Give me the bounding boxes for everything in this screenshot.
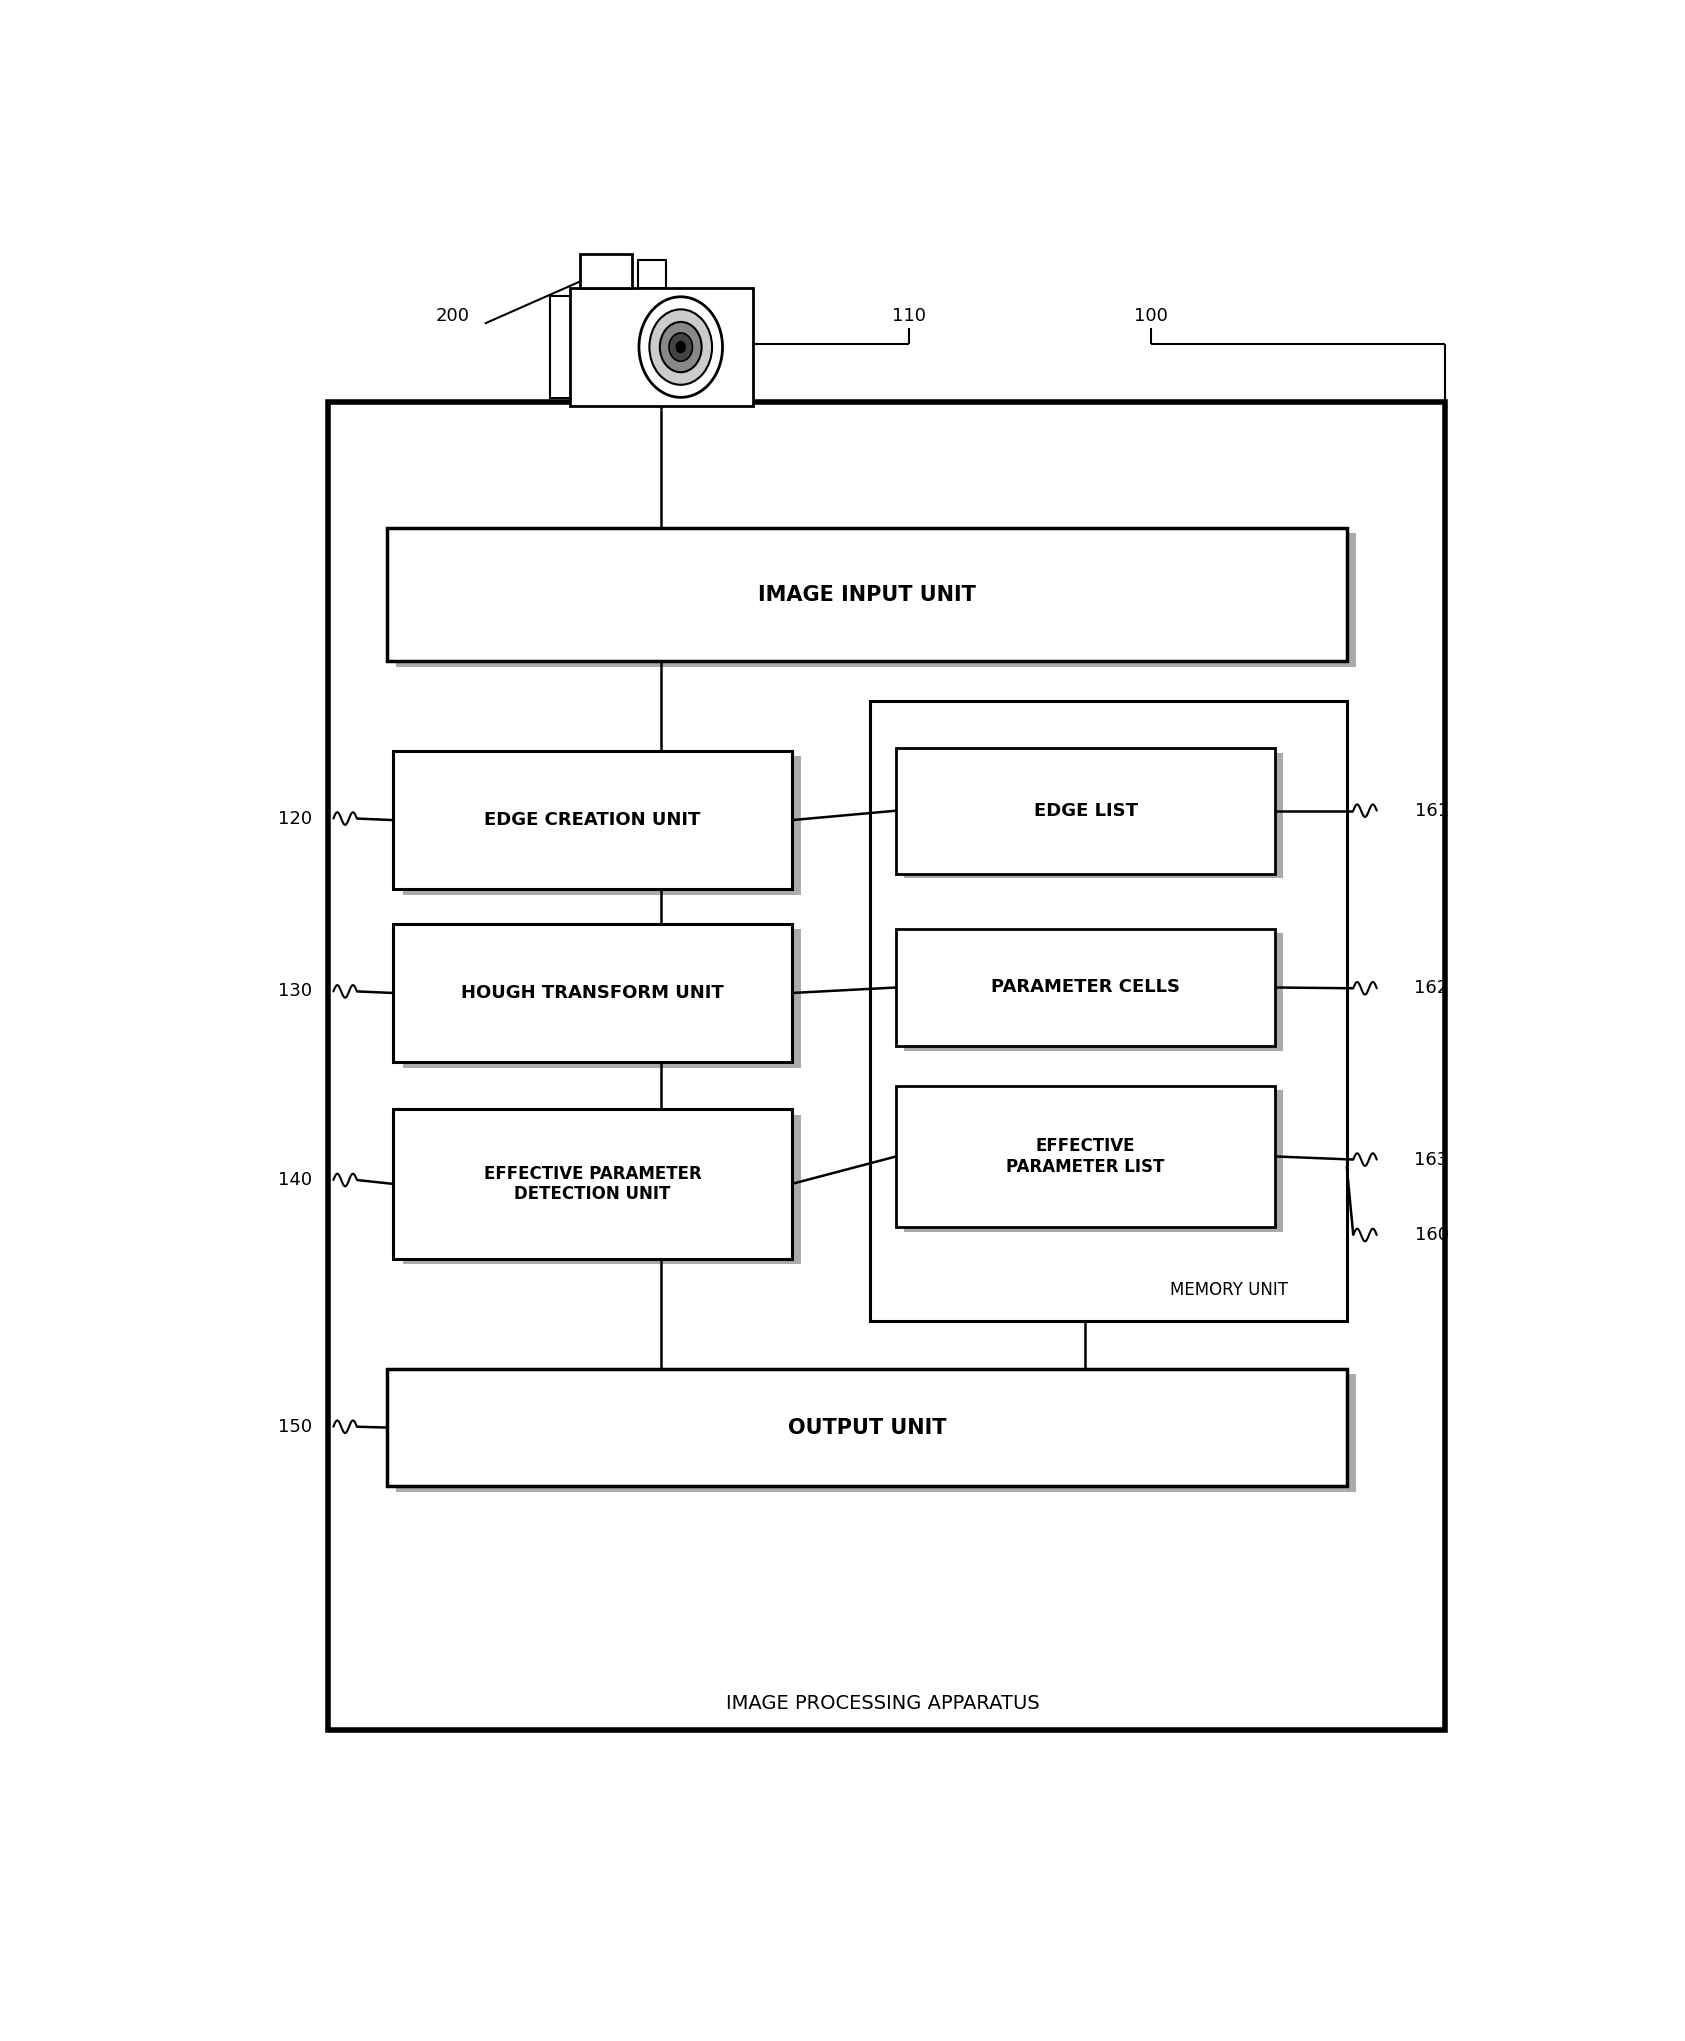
Text: 163: 163 [1414, 1151, 1449, 1169]
Bar [896, 1086, 1276, 1227]
Bar [388, 529, 1346, 661]
Text: IMAGE PROCESSING APPARATUS: IMAGE PROCESSING APPARATUS [726, 1694, 1040, 1712]
Text: 162: 162 [1414, 980, 1449, 998]
Bar [388, 1370, 1346, 1486]
Bar [905, 1090, 1282, 1233]
Bar [403, 929, 800, 1067]
Text: 100: 100 [1134, 306, 1168, 325]
Text: 161: 161 [1414, 802, 1449, 820]
Bar [896, 747, 1276, 874]
Circle shape [649, 310, 713, 386]
Text: PARAMETER CELLS: PARAMETER CELLS [991, 978, 1180, 996]
Circle shape [676, 341, 686, 353]
Bar [403, 1114, 800, 1263]
Text: 160: 160 [1415, 1227, 1449, 1245]
Bar [396, 533, 1356, 667]
Bar [394, 751, 792, 890]
Circle shape [669, 333, 693, 361]
Bar [329, 402, 1444, 1731]
Text: 150: 150 [278, 1418, 313, 1435]
Bar [905, 933, 1282, 1051]
Text: 200: 200 [435, 306, 468, 325]
Bar [637, 259, 666, 288]
Bar [394, 925, 792, 1061]
Text: EDGE CREATION UNIT: EDGE CREATION UNIT [484, 810, 701, 829]
Circle shape [639, 296, 723, 398]
Text: EFFECTIVE PARAMETER
DETECTION UNIT: EFFECTIVE PARAMETER DETECTION UNIT [484, 1165, 701, 1204]
Bar [869, 700, 1346, 1321]
Bar [896, 929, 1276, 1047]
Circle shape [661, 322, 701, 371]
Text: EFFECTIVE
PARAMETER LIST: EFFECTIVE PARAMETER LIST [1006, 1137, 1164, 1176]
Bar [570, 288, 753, 406]
Text: HOUGH TRANSFORM UNIT: HOUGH TRANSFORM UNIT [462, 984, 725, 1002]
Bar [580, 253, 632, 288]
Text: IMAGE INPUT UNIT: IMAGE INPUT UNIT [758, 584, 976, 604]
Bar [394, 1110, 792, 1259]
Bar [905, 753, 1282, 878]
Text: 140: 140 [278, 1172, 313, 1190]
Bar [403, 757, 800, 894]
Bar [549, 296, 573, 398]
Text: 130: 130 [278, 982, 313, 1000]
Text: 120: 120 [278, 810, 313, 827]
Text: EDGE LIST: EDGE LIST [1033, 802, 1137, 820]
Text: OUTPUT UNIT: OUTPUT UNIT [787, 1418, 945, 1437]
Bar [396, 1374, 1356, 1492]
Text: 110: 110 [893, 306, 927, 325]
Text: MEMORY UNIT: MEMORY UNIT [1169, 1282, 1289, 1298]
